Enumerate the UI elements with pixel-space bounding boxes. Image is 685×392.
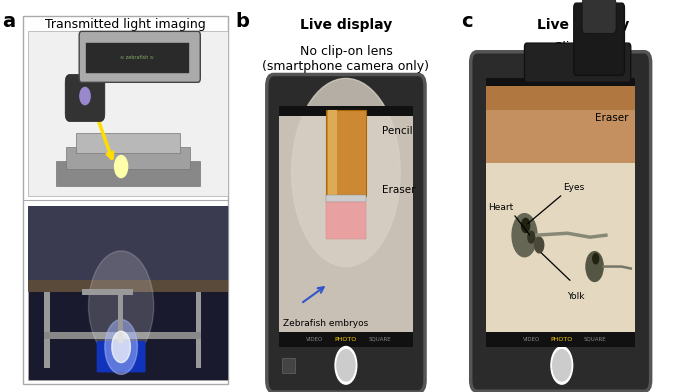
Text: Eraser: Eraser bbox=[595, 113, 628, 123]
Bar bbox=[28, 280, 228, 292]
FancyBboxPatch shape bbox=[582, 0, 616, 33]
Text: Heart: Heart bbox=[488, 203, 514, 212]
Text: Zebrafish embryos: Zebrafish embryos bbox=[283, 319, 368, 328]
Circle shape bbox=[551, 347, 573, 384]
FancyBboxPatch shape bbox=[56, 161, 200, 186]
Bar bbox=[328, 110, 337, 196]
Text: SQUARE: SQUARE bbox=[369, 337, 391, 342]
Text: Eyes: Eyes bbox=[563, 183, 584, 192]
Text: Yolk: Yolk bbox=[567, 292, 585, 301]
FancyBboxPatch shape bbox=[65, 74, 105, 122]
Text: PHOTO: PHOTO bbox=[551, 337, 573, 342]
Text: a: a bbox=[2, 12, 16, 31]
Circle shape bbox=[535, 237, 544, 253]
Circle shape bbox=[337, 350, 355, 381]
FancyBboxPatch shape bbox=[79, 31, 200, 82]
FancyBboxPatch shape bbox=[574, 3, 625, 75]
Circle shape bbox=[553, 350, 571, 381]
Text: Pencil: Pencil bbox=[382, 126, 413, 136]
Text: PHOTO: PHOTO bbox=[335, 337, 357, 342]
Circle shape bbox=[88, 251, 153, 361]
Bar bbox=[118, 292, 123, 343]
FancyBboxPatch shape bbox=[76, 133, 180, 153]
Text: Live display: Live display bbox=[300, 18, 392, 32]
Text: Transmitted light imaging: Transmitted light imaging bbox=[45, 18, 206, 31]
Bar bbox=[279, 106, 412, 116]
Text: SQUARE: SQUARE bbox=[583, 337, 606, 342]
Text: ≈ zebrafish ≈: ≈ zebrafish ≈ bbox=[121, 55, 154, 60]
Bar bbox=[45, 332, 201, 339]
Circle shape bbox=[521, 218, 530, 232]
Circle shape bbox=[586, 252, 603, 281]
Text: VIDEO: VIDEO bbox=[306, 337, 323, 342]
Text: Live display: Live display bbox=[537, 18, 630, 32]
Text: Eraser: Eraser bbox=[382, 185, 416, 195]
Circle shape bbox=[512, 214, 537, 257]
Circle shape bbox=[114, 156, 127, 178]
Bar bbox=[28, 31, 228, 196]
FancyBboxPatch shape bbox=[97, 341, 145, 372]
Bar bbox=[486, 86, 635, 347]
Bar bbox=[325, 202, 366, 239]
Bar bbox=[282, 358, 295, 373]
Bar bbox=[486, 163, 635, 347]
Text: b: b bbox=[235, 12, 249, 31]
Circle shape bbox=[105, 319, 138, 374]
Text: No clip-on lens
(smartphone camera only): No clip-on lens (smartphone camera only) bbox=[262, 45, 429, 73]
Circle shape bbox=[528, 231, 535, 243]
Circle shape bbox=[593, 254, 599, 264]
FancyBboxPatch shape bbox=[23, 16, 228, 384]
Text: + Clip-on lens: + Clip-on lens bbox=[539, 41, 627, 54]
Bar bbox=[28, 206, 228, 282]
Bar bbox=[86, 43, 188, 73]
FancyBboxPatch shape bbox=[525, 43, 631, 82]
Circle shape bbox=[292, 78, 400, 267]
FancyBboxPatch shape bbox=[486, 86, 635, 165]
Circle shape bbox=[112, 331, 130, 363]
Bar bbox=[196, 292, 201, 368]
Bar bbox=[279, 332, 412, 347]
Bar bbox=[486, 332, 635, 347]
Text: c: c bbox=[461, 12, 473, 31]
FancyBboxPatch shape bbox=[471, 52, 651, 391]
FancyBboxPatch shape bbox=[325, 110, 366, 196]
Circle shape bbox=[335, 347, 357, 384]
Bar bbox=[45, 292, 50, 368]
FancyBboxPatch shape bbox=[266, 74, 425, 392]
Bar bbox=[279, 114, 412, 347]
FancyBboxPatch shape bbox=[66, 147, 190, 169]
Text: VIDEO: VIDEO bbox=[523, 337, 540, 342]
Bar bbox=[486, 86, 635, 110]
Bar bbox=[82, 289, 133, 295]
Bar bbox=[486, 78, 635, 88]
Bar bbox=[28, 206, 228, 380]
Circle shape bbox=[80, 87, 90, 105]
Bar bbox=[325, 195, 366, 202]
